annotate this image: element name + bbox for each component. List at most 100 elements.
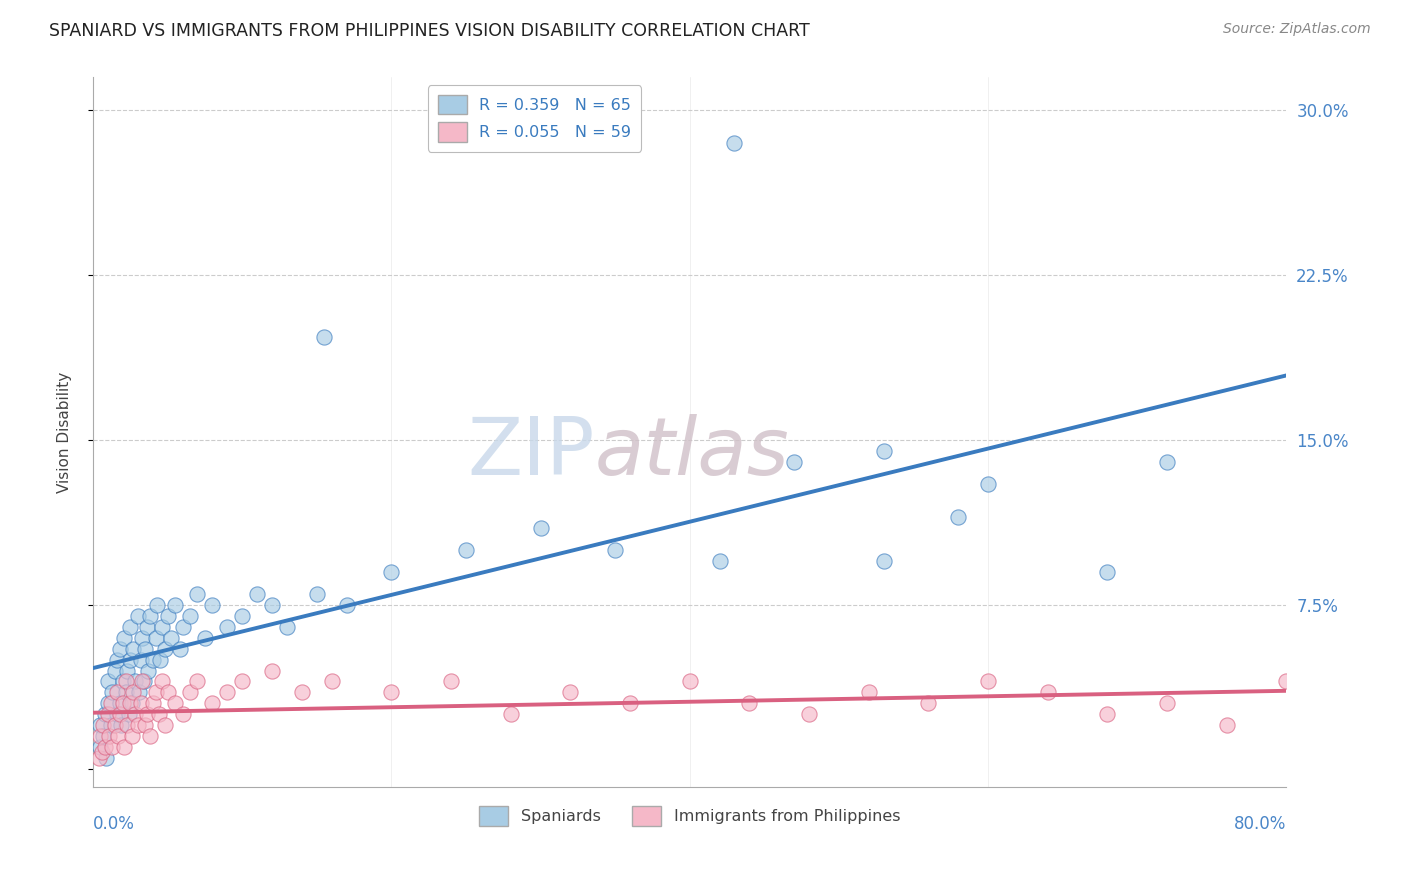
Point bbox=[138, 608, 160, 623]
Point bbox=[108, 641, 131, 656]
Point bbox=[260, 664, 283, 678]
Point bbox=[127, 718, 149, 732]
Text: 0.0%: 0.0% bbox=[93, 815, 135, 833]
Point bbox=[120, 652, 142, 666]
Point bbox=[231, 674, 253, 689]
Point bbox=[454, 542, 477, 557]
Point bbox=[217, 619, 239, 633]
Point bbox=[98, 730, 121, 744]
Point bbox=[217, 685, 239, 699]
Point bbox=[89, 718, 111, 732]
Point bbox=[169, 641, 191, 656]
Text: atlas: atlas bbox=[595, 415, 789, 492]
Point bbox=[138, 730, 160, 744]
Point bbox=[499, 707, 522, 722]
Point bbox=[201, 598, 224, 612]
Point bbox=[738, 697, 761, 711]
Point bbox=[100, 697, 122, 711]
Point bbox=[142, 697, 165, 711]
Point bbox=[291, 685, 314, 699]
Point bbox=[1156, 697, 1178, 711]
Point bbox=[136, 664, 159, 678]
Point bbox=[156, 685, 179, 699]
Point bbox=[179, 685, 201, 699]
Point bbox=[723, 136, 745, 151]
Point bbox=[150, 619, 173, 633]
Point bbox=[977, 674, 1000, 689]
Point bbox=[380, 565, 402, 579]
Point bbox=[186, 587, 208, 601]
Point bbox=[122, 641, 145, 656]
Point bbox=[110, 718, 132, 732]
Point bbox=[134, 641, 156, 656]
Point bbox=[96, 751, 118, 765]
Point bbox=[89, 740, 111, 755]
Text: ZIP: ZIP bbox=[467, 415, 595, 492]
Point bbox=[172, 707, 194, 722]
Point bbox=[529, 521, 551, 535]
Point bbox=[1097, 565, 1119, 579]
Point bbox=[131, 631, 153, 645]
Y-axis label: Vision Disability: Vision Disability bbox=[58, 372, 72, 492]
Point bbox=[917, 697, 939, 711]
Point bbox=[321, 674, 343, 689]
Point bbox=[948, 509, 970, 524]
Point bbox=[873, 443, 896, 458]
Point bbox=[246, 587, 269, 601]
Point bbox=[132, 674, 155, 689]
Point bbox=[108, 707, 131, 722]
Point bbox=[1156, 455, 1178, 469]
Point bbox=[89, 730, 111, 744]
Point bbox=[111, 674, 134, 689]
Point bbox=[797, 707, 820, 722]
Text: SPANIARD VS IMMIGRANTS FROM PHILIPPINES VISION DISABILITY CORRELATION CHART: SPANIARD VS IMMIGRANTS FROM PHILIPPINES … bbox=[49, 22, 810, 40]
Text: Source: ZipAtlas.com: Source: ZipAtlas.com bbox=[1223, 22, 1371, 37]
Point bbox=[129, 652, 152, 666]
Point bbox=[97, 707, 120, 722]
Point bbox=[118, 707, 141, 722]
Point bbox=[159, 631, 181, 645]
Point bbox=[120, 619, 142, 633]
Point bbox=[129, 697, 152, 711]
Point bbox=[314, 329, 336, 343]
Point bbox=[105, 685, 128, 699]
Point bbox=[977, 476, 1000, 491]
Point bbox=[101, 685, 124, 699]
Point bbox=[156, 608, 179, 623]
Point bbox=[93, 730, 115, 744]
Point bbox=[153, 641, 176, 656]
Point bbox=[114, 685, 136, 699]
Point bbox=[153, 718, 176, 732]
Point bbox=[142, 652, 165, 666]
Point bbox=[145, 631, 167, 645]
Point bbox=[194, 631, 217, 645]
Point bbox=[105, 652, 128, 666]
Point bbox=[619, 697, 641, 711]
Point bbox=[97, 697, 120, 711]
Point bbox=[179, 608, 201, 623]
Point bbox=[380, 685, 402, 699]
Point bbox=[93, 718, 115, 732]
Point bbox=[165, 598, 187, 612]
Point bbox=[186, 674, 208, 689]
Point bbox=[1036, 685, 1059, 699]
Point bbox=[709, 554, 731, 568]
Point bbox=[107, 730, 129, 744]
Point bbox=[94, 740, 117, 755]
Point bbox=[87, 751, 110, 765]
Point bbox=[134, 718, 156, 732]
Point bbox=[124, 674, 146, 689]
Point bbox=[231, 608, 253, 623]
Point bbox=[121, 697, 143, 711]
Point bbox=[121, 730, 143, 744]
Point bbox=[114, 674, 136, 689]
Point bbox=[873, 554, 896, 568]
Point bbox=[679, 674, 702, 689]
Point bbox=[104, 664, 127, 678]
Point bbox=[276, 619, 298, 633]
Point bbox=[117, 718, 139, 732]
Point bbox=[131, 674, 153, 689]
Point bbox=[127, 608, 149, 623]
Point bbox=[124, 707, 146, 722]
Point bbox=[1275, 674, 1298, 689]
